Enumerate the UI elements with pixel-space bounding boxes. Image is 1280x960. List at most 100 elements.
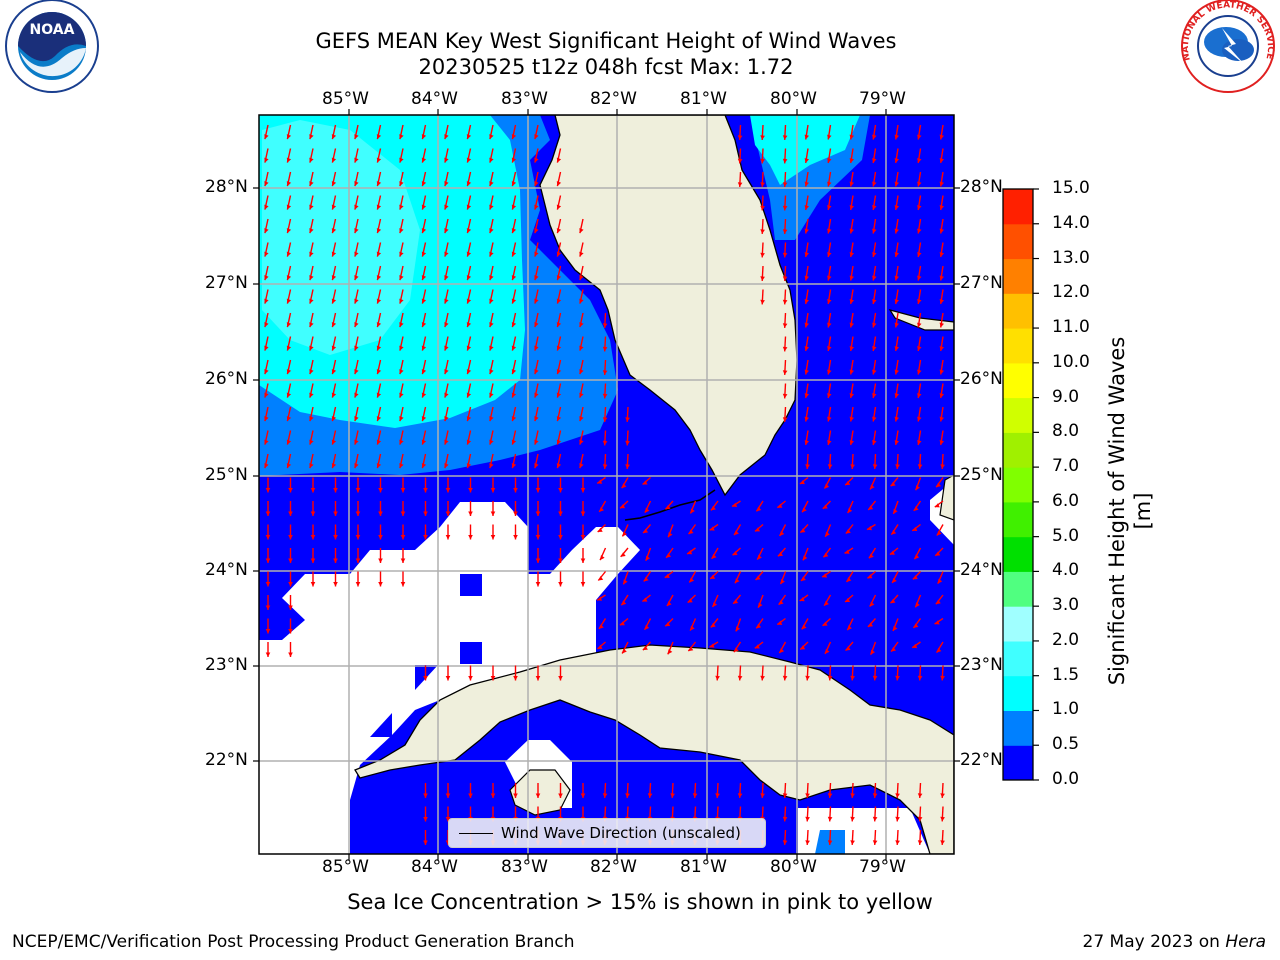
wave-direction-arrowhead: [625, 417, 630, 422]
wave-direction-arrowhead: [309, 251, 314, 257]
wave-direction-arrowhead: [556, 181, 562, 187]
wave-direction-arrowhead: [850, 793, 855, 798]
wave-direction-arrowhead: [558, 535, 563, 540]
wave-direction-arrowhead: [445, 488, 451, 493]
wave-direction-arrowhead: [939, 393, 944, 398]
colorbar: [1002, 188, 1039, 781]
wave-direction-arrowhead: [934, 503, 940, 508]
wave-direction-arrowhead: [468, 793, 473, 798]
wave-direction-arrowhead: [732, 502, 738, 507]
wave-direction-arrowhead: [558, 488, 563, 493]
wave-direction-arrowhead: [466, 369, 472, 375]
wave-direction-arrowhead: [444, 392, 449, 398]
wave-direction-arrowhead: [511, 251, 517, 257]
lat-label-left: 24°N: [205, 560, 248, 580]
wave-direction-arrowhead: [799, 597, 805, 602]
wave-direction-arrowhead: [423, 817, 428, 822]
wave-direction-arrowhead: [645, 555, 651, 561]
wave-direction-arrowhead: [444, 275, 449, 281]
wave-direction-arrowhead: [264, 204, 269, 210]
wave-direction-arrowhead: [709, 526, 715, 531]
wave-direction-arrowhead: [264, 322, 269, 328]
wave-direction-arrowhead: [737, 182, 743, 187]
wave-direction-arrowhead: [288, 582, 293, 587]
wave-direction-arrowhead: [778, 551, 783, 557]
colorbar-tick-label: 0.0: [1052, 769, 1080, 789]
wave-direction-arrowhead: [466, 345, 472, 351]
wave-direction-arrowhead: [444, 463, 449, 469]
wave-direction-arrowhead: [849, 393, 854, 398]
wave-direction-arrowhead: [490, 511, 496, 516]
wave-direction-arrowhead: [872, 440, 877, 445]
wave-direction-arrowhead: [782, 393, 788, 399]
wave-direction-arrowhead: [286, 157, 292, 163]
wave-direction-arrowhead: [489, 134, 494, 140]
wave-direction-arrowhead: [355, 558, 361, 563]
wave-direction-arrowhead: [309, 416, 314, 422]
wave-direction-arrowhead: [264, 251, 269, 257]
wave-direction-arrowhead: [399, 251, 404, 257]
wave-direction-arrowhead: [737, 135, 743, 140]
wave-direction-arrowhead: [602, 370, 608, 375]
wave-direction-arrowhead: [804, 416, 809, 422]
colorbar-title: Significant Height of Wind Waves [m]: [1105, 336, 1155, 686]
wave-direction-arrowhead: [939, 275, 944, 281]
wave-direction-arrowhead: [934, 620, 940, 625]
wave-direction-arrowhead: [376, 463, 382, 469]
wave-direction-arrowhead: [711, 554, 717, 559]
wave-direction-arrowhead: [665, 505, 671, 510]
wave-direction-arrowhead: [894, 369, 899, 375]
wave-direction-arrowhead: [309, 298, 314, 304]
wave-direction-arrowhead: [940, 816, 945, 822]
wave-direction-arrowhead: [309, 204, 314, 210]
lat-label-left: 25°N: [205, 465, 248, 485]
colorbar-segment: [1003, 675, 1033, 711]
wave-direction-arrowhead: [511, 228, 517, 234]
wave-direction-arrowhead: [850, 840, 855, 845]
wave-direction-arrowhead: [917, 369, 922, 375]
wave-direction-arrowhead: [399, 275, 404, 281]
wave-direction-arrowhead: [556, 322, 562, 328]
wave-direction-arrowhead: [625, 440, 630, 446]
wave-direction-arrowhead: [376, 392, 382, 398]
wave-direction-arrowhead: [331, 251, 337, 257]
wave-direction-arrowhead: [423, 676, 428, 681]
wave-direction-arrowhead: [354, 181, 359, 187]
wave-direction-arrowhead: [309, 345, 314, 351]
wave-direction-arrowhead: [400, 511, 406, 516]
colorbar-tick-label: 0.5: [1052, 734, 1080, 755]
wave-direction-arrowhead: [782, 370, 788, 375]
wave-direction-arrowhead: [849, 416, 854, 422]
wave-direction-arrowhead: [827, 228, 832, 234]
wave-direction-arrowhead: [534, 345, 539, 351]
wave-direction-arrowhead: [710, 622, 716, 628]
wave-direction-arrowhead: [872, 464, 878, 469]
wave-direction-arrowhead: [805, 675, 810, 681]
wave-direction-arrowhead: [534, 463, 539, 469]
wave-direction-arrowhead: [915, 485, 920, 491]
wave-direction-arrowhead: [511, 392, 517, 398]
wave-direction-arrowhead: [849, 252, 854, 257]
wave-direction-arrowhead: [935, 551, 941, 556]
wave-direction-arrowhead: [827, 369, 832, 375]
wave-direction-arrowhead: [579, 416, 584, 422]
wave-direction-arrowhead: [310, 535, 316, 540]
wave-direction-arrowhead: [309, 392, 314, 398]
wave-direction-arrowhead: [872, 275, 877, 281]
wave-direction-arrowhead: [354, 251, 359, 257]
wave-direction-arrowhead: [917, 134, 922, 140]
wave-direction-arrowhead: [666, 553, 672, 558]
wave-direction-arrowhead: [399, 416, 404, 422]
wave-direction-arrowhead: [782, 417, 788, 422]
wave-direction-arrowhead: [782, 299, 788, 305]
wave-direction-arrowhead: [644, 507, 650, 513]
wave-direction-arrowhead: [870, 484, 875, 490]
wave-direction-arrowhead: [444, 322, 449, 328]
wave-direction-arrowhead: [939, 322, 944, 328]
lon-label-bottom: 82°W: [590, 857, 637, 877]
wave-direction-arrowhead: [265, 511, 271, 516]
wave-direction-arrowhead: [264, 275, 269, 281]
wave-direction-arrowhead: [466, 463, 472, 469]
wave-direction-arrowhead: [288, 629, 293, 634]
wave-direction-arrowhead: [466, 204, 472, 210]
